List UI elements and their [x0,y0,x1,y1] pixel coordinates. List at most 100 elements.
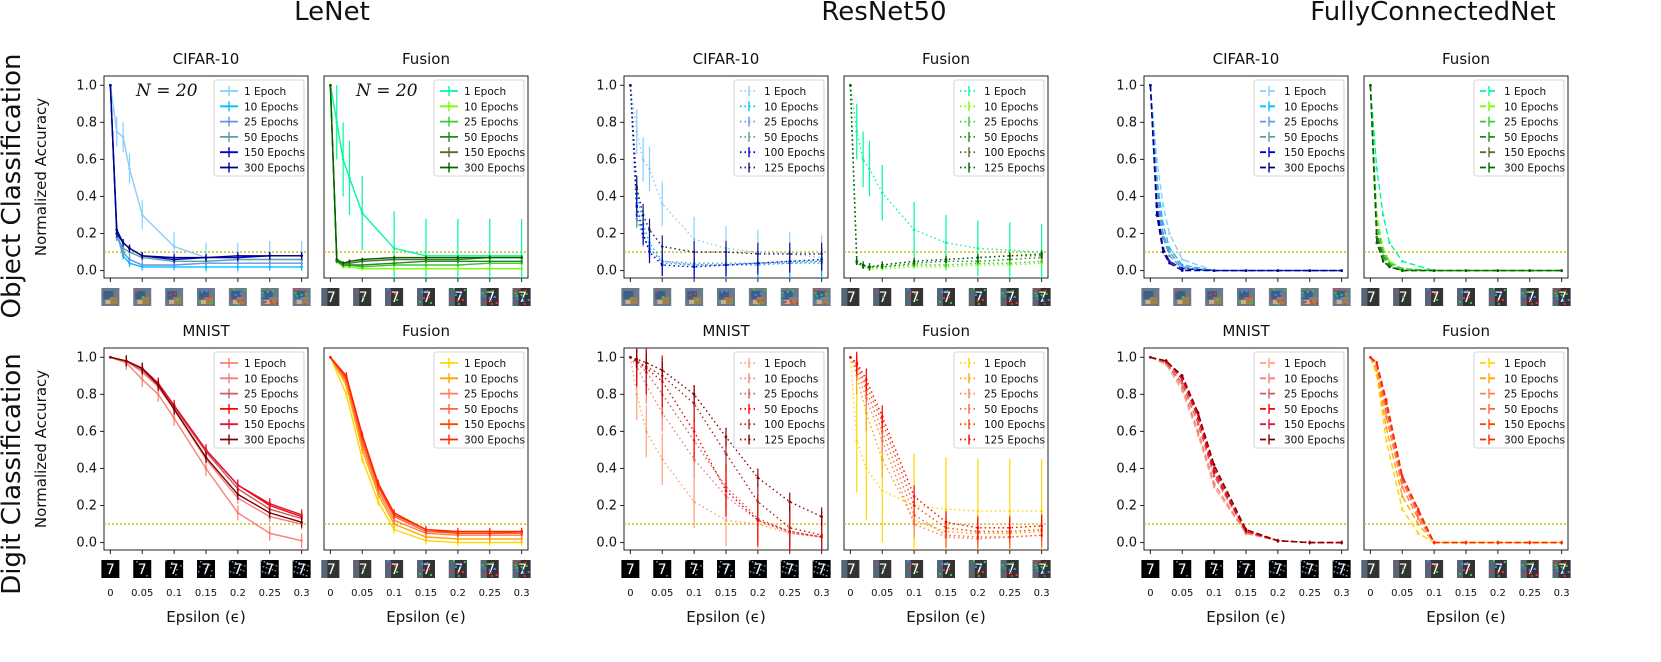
data-point [1385,439,1388,442]
legend-label: 50 Epochs [1284,404,1338,416]
data-point [692,430,696,433]
data-point [520,260,523,263]
data-point [692,237,696,241]
x-tick-label: 0 [1147,588,1153,599]
series-line [109,85,302,259]
data-point [1308,269,1312,272]
legend-label: 10 Epochs [1504,373,1558,385]
y-tick-label: 0.6 [596,152,617,167]
data-point [912,228,916,232]
data-point [360,448,364,452]
svg-text:7: 7 [1494,290,1503,306]
y-tick-label: 1.0 [76,78,97,93]
legend-label: 25 Epochs [1504,389,1558,401]
panel-0-2: CIFAR-10 0.0 0.2 0.4 0.6 0.8 1.0 1 Epoch 10 Epoc… [596,50,831,306]
data-point [335,121,339,124]
perturbed-sample-thumbnail: 7 [685,560,704,578]
legend-label: 10 Epochs [1504,101,1558,113]
legend-label: 1 Epoch [1504,86,1546,98]
perturbed-sample-thumbnail: 7 [480,288,499,306]
legend: 1 Epoch 10 Epochs 25 Epochs 50 Epochs 150 Ep… [213,79,305,177]
data-point [376,489,380,492]
data-point [645,430,648,433]
perturbed-sample-thumbnail: 7 [873,560,892,578]
x-tick-label: 0.15 [195,588,217,599]
legend-label: 150 Epochs [464,419,525,431]
x-tick-label: 0.2 [750,588,766,599]
data-point [140,213,144,217]
data-point [1040,252,1043,256]
x-tick-label: 0.05 [131,588,153,599]
svg-text:7: 7 [1367,562,1376,578]
legend-label: 10 Epochs [1284,101,1338,113]
data-point [692,393,696,396]
y-tick-label: 0.6 [1116,152,1137,167]
perturbed-sample-thumbnail [1300,288,1319,306]
data-point [456,263,460,267]
data-point [1180,374,1184,378]
perturbed-sample-thumbnail: 7 [321,560,340,578]
data-point [660,457,664,461]
svg-text:7: 7 [1210,562,1219,578]
data-point [1276,539,1280,543]
perturbed-sample-thumbnail [101,288,120,306]
data-point [1008,261,1012,265]
panel-title: Fusion [402,322,450,340]
legend-label: 25 Epochs [464,117,518,129]
legend-label: 125 Epochs [764,163,825,175]
x-tick-label: 0.15 [1455,588,1477,599]
y-tick-label: 0.4 [76,189,97,204]
data-point [125,359,128,363]
data-point [1155,213,1159,217]
y-tick-label: 0.6 [1116,424,1137,439]
legend-label: 50 Epochs [464,132,518,144]
perturbed-sample-thumbnail: 7 [1393,560,1412,578]
perturbed-sample-thumbnail: 7 [1520,288,1539,306]
perturbed-sample-thumbnail: 7 [448,560,467,578]
perturbed-sample-thumbnail: 7 [717,560,735,578]
panel-title: Fusion [922,50,970,68]
data-point [692,250,696,254]
data-point [1040,260,1043,263]
data-point [861,263,865,267]
data-point [268,502,272,505]
y-tick-label: 0.2 [596,499,617,514]
perturbed-sample-thumbnail: 7 [780,560,799,578]
series [849,83,1043,278]
x-tick-label: 0.2 [230,588,246,599]
data-point [128,167,131,170]
legend-box [1253,351,1345,449]
data-point [109,355,112,359]
data-point [1168,260,1171,263]
data-point [660,263,664,267]
y-tick-label: 0.8 [1116,387,1137,402]
panel-title: Fusion [1442,322,1490,340]
data-point [1388,260,1391,263]
panel-0-0: CIFAR-10 0.0 0.2 0.4 0.6 0.8 1.0 Normalized Acc… [32,50,311,306]
data-point [865,467,868,470]
series [1149,83,1343,272]
legend-label: 25 Epochs [764,389,818,401]
panel-1-3: Fusion 7 0 7 0.05 7 0.1 7 0.15 7 0.2 7 0.25 7 0.3 Epsil… [841,322,1051,626]
data-point [1212,467,1216,470]
y-tick-label: 0.2 [76,227,97,242]
row-label-object-classification: Object Classification [0,54,27,319]
data-point [880,457,884,461]
legend-label: 1 Epoch [764,86,806,98]
legend-label: 25 Epochs [984,117,1038,129]
svg-text:7: 7 [943,562,952,578]
legend-label: 1 Epoch [244,86,286,98]
data-point [648,167,651,170]
perturbed-sample-thumbnail: 7 [417,288,435,306]
data-point [1528,269,1532,272]
perturbed-sample-thumbnail [812,288,831,306]
perturbed-sample-thumbnail: 7 [968,560,987,578]
data-point [456,256,460,259]
data-point [1180,381,1184,385]
series-line [1150,356,1342,544]
legend-box [733,351,825,449]
perturbed-sample-thumbnail: 7 [385,288,404,306]
data-point [944,241,948,245]
svg-text:7: 7 [327,290,336,306]
